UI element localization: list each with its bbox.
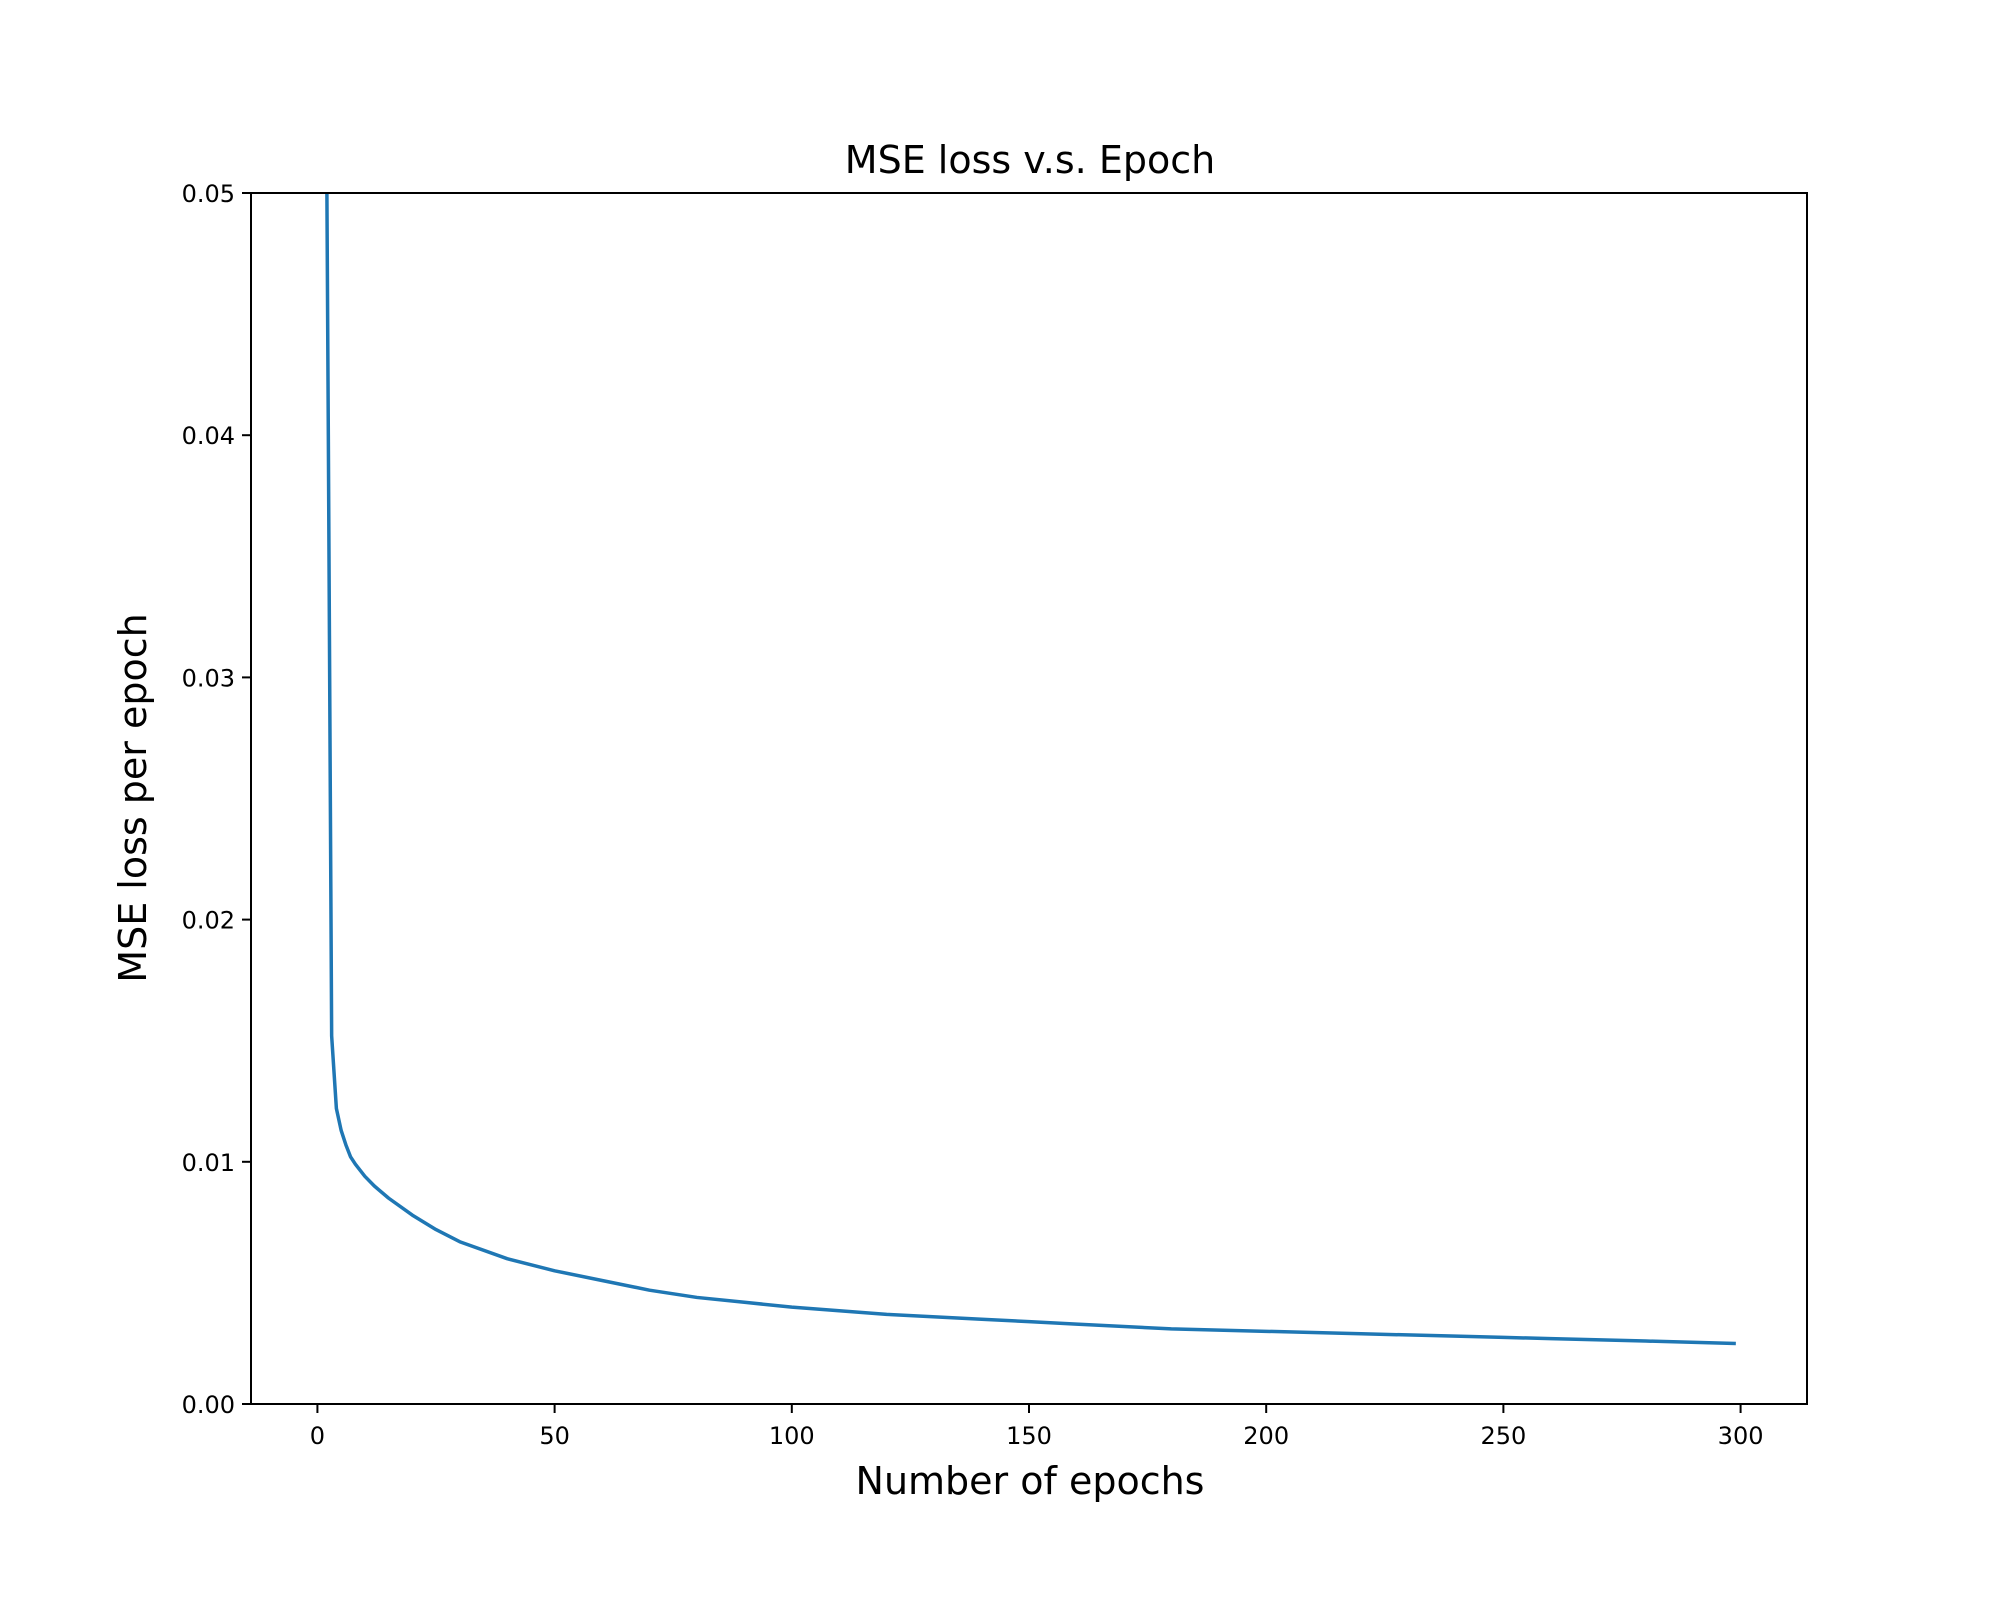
x-axis-label: Number of epochs xyxy=(856,1459,1205,1503)
x-tick-label: 300 xyxy=(1718,1422,1764,1450)
y-tick-label: 0.03 xyxy=(182,664,235,692)
x-tick-label: 250 xyxy=(1480,1422,1526,1450)
y-tick-label: 0.01 xyxy=(182,1149,235,1177)
y-tick-label: 0.05 xyxy=(182,180,235,208)
y-axis-label: MSE loss per epoch xyxy=(111,613,155,982)
x-tick-label: 150 xyxy=(1006,1422,1052,1450)
x-tick-label: 200 xyxy=(1243,1422,1289,1450)
x-tick-label: 50 xyxy=(539,1422,570,1450)
plot-area xyxy=(325,193,1736,1346)
y-tick-label: 0.02 xyxy=(182,907,235,935)
y-tick-label: 0.04 xyxy=(182,422,235,450)
chart-title: MSE loss v.s. Epoch xyxy=(845,138,1215,182)
x-tick-label: 100 xyxy=(769,1422,815,1450)
y-tick-label: 0.00 xyxy=(182,1391,235,1419)
x-axis: 0 50 100 150 200 250 300 xyxy=(310,1404,1764,1450)
x-tick-label: 0 xyxy=(310,1422,325,1450)
loss-series-line xyxy=(325,193,1736,1346)
y-axis: 0.00 0.01 0.02 0.03 0.04 0.05 xyxy=(182,180,251,1419)
